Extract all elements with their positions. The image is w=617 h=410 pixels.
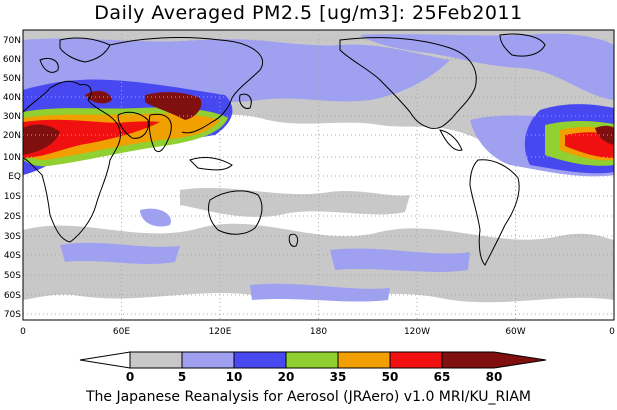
colorbar-tick: 10 <box>226 370 243 384</box>
colorbar <box>79 351 547 369</box>
colorbar-tick: 0 <box>126 370 134 384</box>
lat-label: 60S <box>4 291 21 301</box>
graticule <box>23 30 614 320</box>
lon-label: 0 <box>609 327 615 337</box>
lat-label: 50S <box>4 271 21 281</box>
lat-label: 70N <box>3 36 21 46</box>
colorbar-segment <box>79 351 131 369</box>
colorbar-tick: 50 <box>382 370 399 384</box>
colorbar-segment <box>285 351 339 369</box>
colorbar-tick: 5 <box>178 370 186 384</box>
colorbar-tick: 65 <box>434 370 451 384</box>
colorbar-segment <box>441 351 547 369</box>
lat-label: 10S <box>4 192 21 202</box>
map-title: Daily Averaged PM2.5 [ug/m3]: 25Feb2011 <box>94 2 523 24</box>
lon-label: 120W <box>404 327 430 337</box>
lon-label: 120E <box>209 327 232 337</box>
lat-label: 50N <box>3 74 21 84</box>
lat-label: 30N <box>3 112 21 122</box>
lat-label: 30S <box>4 232 21 242</box>
lat-label: 40N <box>3 93 21 103</box>
colorbar-segment <box>129 351 183 369</box>
lat-label: 70S <box>4 310 21 320</box>
colorbar-tick: 35 <box>330 370 347 384</box>
coastlines <box>23 33 546 266</box>
colorbar-segment <box>233 351 287 369</box>
lat-label: EQ <box>8 172 21 182</box>
lon-label: 180 <box>310 327 327 337</box>
lat-label: 60N <box>3 55 21 65</box>
colorbar-segment <box>181 351 235 369</box>
lat-label: 20N <box>3 131 21 141</box>
latitude-labels: 70N 60N 50N 40N 30N 20N 10N EQ 10S 20S 3… <box>3 36 21 320</box>
colorbar-tick: 80 <box>486 370 503 384</box>
lat-label: 20S <box>4 212 21 222</box>
lat-label: 40S <box>4 251 21 261</box>
lon-label: 60W <box>505 327 525 337</box>
attribution-text: The Japanese Reanalysis for Aerosol (JRA… <box>85 389 532 405</box>
colorbar-labels: 0 5 10 20 35 50 65 80 <box>126 370 503 384</box>
lon-label: 0 <box>20 327 26 337</box>
lat-label: 10N <box>3 153 21 163</box>
colorbar-tick: 20 <box>278 370 295 384</box>
colorbar-segment <box>337 351 391 369</box>
map-frame <box>22 29 615 321</box>
longitude-labels: 0 60E 120E 180 120W 60W 0 <box>20 327 615 337</box>
lon-label: 60E <box>113 327 130 337</box>
colorbar-segment <box>389 351 443 369</box>
